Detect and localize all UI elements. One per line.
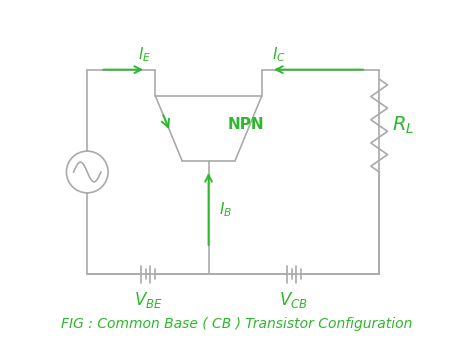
- Text: $V_{BE}$: $V_{BE}$: [134, 290, 162, 310]
- Text: NPN: NPN: [228, 117, 264, 132]
- Text: FIG : Common Base ( CB ) Transistor Configuration: FIG : Common Base ( CB ) Transistor Conf…: [61, 317, 413, 331]
- Text: $R_L$: $R_L$: [392, 115, 415, 136]
- Text: $I_C$: $I_C$: [272, 45, 286, 64]
- Text: $I_E$: $I_E$: [137, 45, 151, 64]
- Text: $I_B$: $I_B$: [219, 201, 232, 219]
- Text: $V_{CB}$: $V_{CB}$: [280, 290, 308, 310]
